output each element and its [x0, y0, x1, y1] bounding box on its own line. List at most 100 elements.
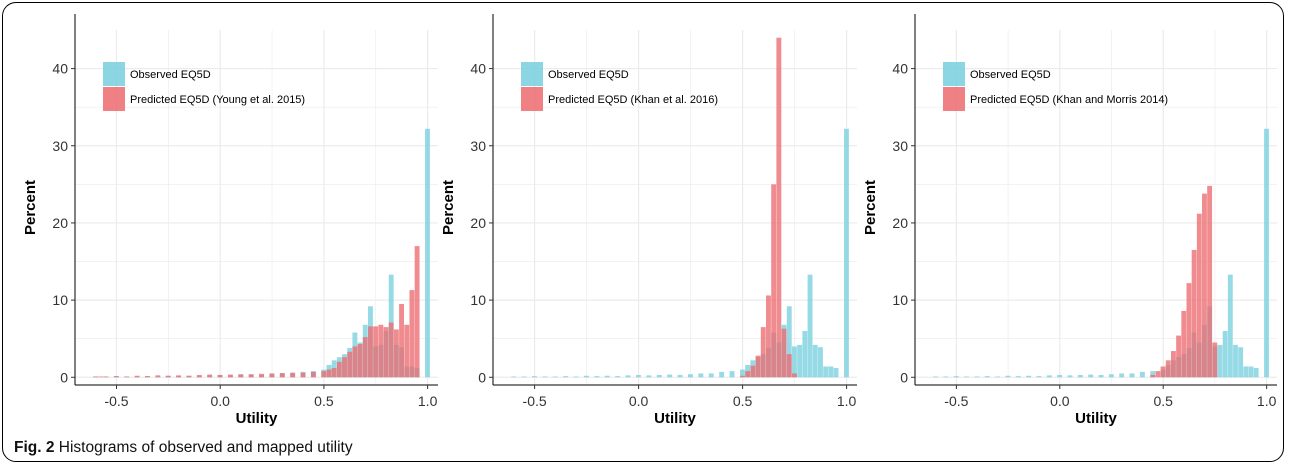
predicted-bar — [347, 351, 353, 378]
y-axis-title: Percent — [862, 180, 879, 235]
y-tick-label: 0 — [900, 369, 908, 385]
observed-bar — [802, 330, 808, 378]
x-axis-title: Utility — [654, 410, 696, 427]
observed-bar — [615, 376, 621, 378]
predicted-bar — [238, 374, 244, 378]
observed-bar — [807, 274, 813, 378]
observed-bar — [995, 376, 1001, 378]
predicted-bar — [259, 373, 264, 378]
predicted-bar — [1155, 371, 1161, 378]
observed-bar — [1046, 375, 1052, 378]
y-tick-label: 10 — [52, 292, 68, 308]
observed-bar — [698, 373, 704, 378]
observed-bar — [933, 376, 938, 378]
predicted-bar — [1150, 374, 1156, 378]
observed-bar — [844, 128, 849, 378]
predicted-bar — [404, 324, 410, 378]
observed-bar — [625, 375, 631, 378]
predicted-bar — [326, 369, 332, 378]
predicted-bar — [1186, 283, 1192, 378]
x-tick-label: -0.5 — [944, 393, 968, 409]
predicted-bar — [248, 374, 254, 378]
predicted-bar — [217, 374, 223, 378]
observed-bar — [604, 375, 610, 378]
observed-bar — [1026, 375, 1032, 378]
chart-panel-1: 0 10 20 30 40 -0.5 0.0 0.5 1.0 Utility Percent Obse… — [22, 14, 438, 427]
legend-label-observed: Observed EQ5D — [548, 69, 629, 81]
observed-bar — [1108, 374, 1114, 378]
predicted-bar — [186, 375, 192, 378]
observed-bar — [1238, 347, 1244, 378]
observed-bar — [708, 373, 714, 378]
predicted-bar — [113, 376, 119, 378]
observed-bar — [1233, 344, 1238, 378]
y-tick-label: 0 — [60, 369, 68, 385]
y-tick-label: 20 — [52, 215, 68, 231]
x-tick-label: 0.0 — [1050, 393, 1070, 409]
predicted-bar — [93, 376, 99, 378]
observed-bar — [1139, 371, 1145, 378]
y-tick-label: 20 — [892, 215, 908, 231]
figure-caption: Fig. 2 Histograms of observed and mapped… — [14, 439, 353, 457]
observed-bar — [425, 128, 430, 378]
observed-bar — [1067, 375, 1073, 378]
predicted-bar — [134, 375, 140, 378]
predicted-bar — [155, 375, 161, 378]
observed-bar — [1057, 374, 1063, 378]
observed-bar — [532, 376, 537, 378]
predicted-bar — [336, 361, 342, 378]
observed-bar — [636, 374, 641, 378]
predicted-bar — [367, 326, 373, 378]
observed-bar — [1248, 366, 1254, 378]
observed-bar — [1015, 376, 1021, 378]
x-tick-label: 0.0 — [210, 393, 230, 409]
predicted-bar — [310, 371, 316, 378]
legend-swatch-predicted — [103, 87, 125, 111]
observed-bar — [1098, 374, 1104, 378]
y-axis-title: Percent — [440, 180, 457, 235]
x-tick-label: -0.5 — [523, 393, 547, 409]
observed-bar — [974, 376, 980, 378]
predicted-bar — [352, 346, 358, 378]
y-tick-label: 10 — [892, 292, 908, 308]
x-tick-label: 1.0 — [837, 393, 857, 409]
predicted-bar — [176, 375, 182, 378]
predicted-bar — [196, 374, 202, 378]
x-axis-title: Utility — [1075, 410, 1117, 427]
observed-bar — [740, 369, 745, 378]
observed-bar — [656, 374, 662, 378]
y-tick-label: 30 — [892, 138, 908, 154]
chart-panel-3: 0 10 20 30 40 -0.5 0.0 0.5 1.0 Utility Percent Obse… — [862, 14, 1277, 427]
observed-bar — [688, 374, 693, 378]
predicted-bar — [393, 329, 399, 378]
y-tick-label: 30 — [470, 138, 486, 154]
observed-bar — [964, 376, 969, 378]
y-tick-label: 0 — [478, 369, 486, 385]
x-tick-label: 0.0 — [629, 393, 649, 409]
y-tick-label: 40 — [892, 61, 908, 77]
predicted-bar — [103, 376, 109, 378]
predicted-bar — [781, 328, 787, 378]
observed-bar — [1150, 371, 1156, 378]
predicted-bar — [383, 327, 389, 378]
observed-bar — [542, 376, 548, 378]
observed-bar — [828, 366, 834, 378]
observed-bar — [719, 371, 725, 378]
y-tick-label: 40 — [52, 61, 68, 77]
observed-bar — [1217, 344, 1223, 378]
predicted-bar — [745, 371, 751, 378]
observed-bar — [943, 376, 949, 378]
predicted-bar — [269, 373, 275, 378]
x-tick-label: 0.5 — [733, 393, 753, 409]
observed-bar — [1264, 128, 1269, 378]
observed-bar — [511, 376, 517, 378]
observed-bar — [786, 306, 792, 378]
predicted-bar — [357, 344, 363, 378]
predicted-bar — [766, 295, 771, 378]
predicted-bar — [321, 371, 327, 378]
predicted-bar — [409, 290, 415, 378]
predicted-bar — [1212, 342, 1218, 378]
legend-swatch-predicted — [943, 87, 965, 111]
predicted-bar — [755, 355, 761, 378]
predicted-bar — [1196, 213, 1202, 378]
